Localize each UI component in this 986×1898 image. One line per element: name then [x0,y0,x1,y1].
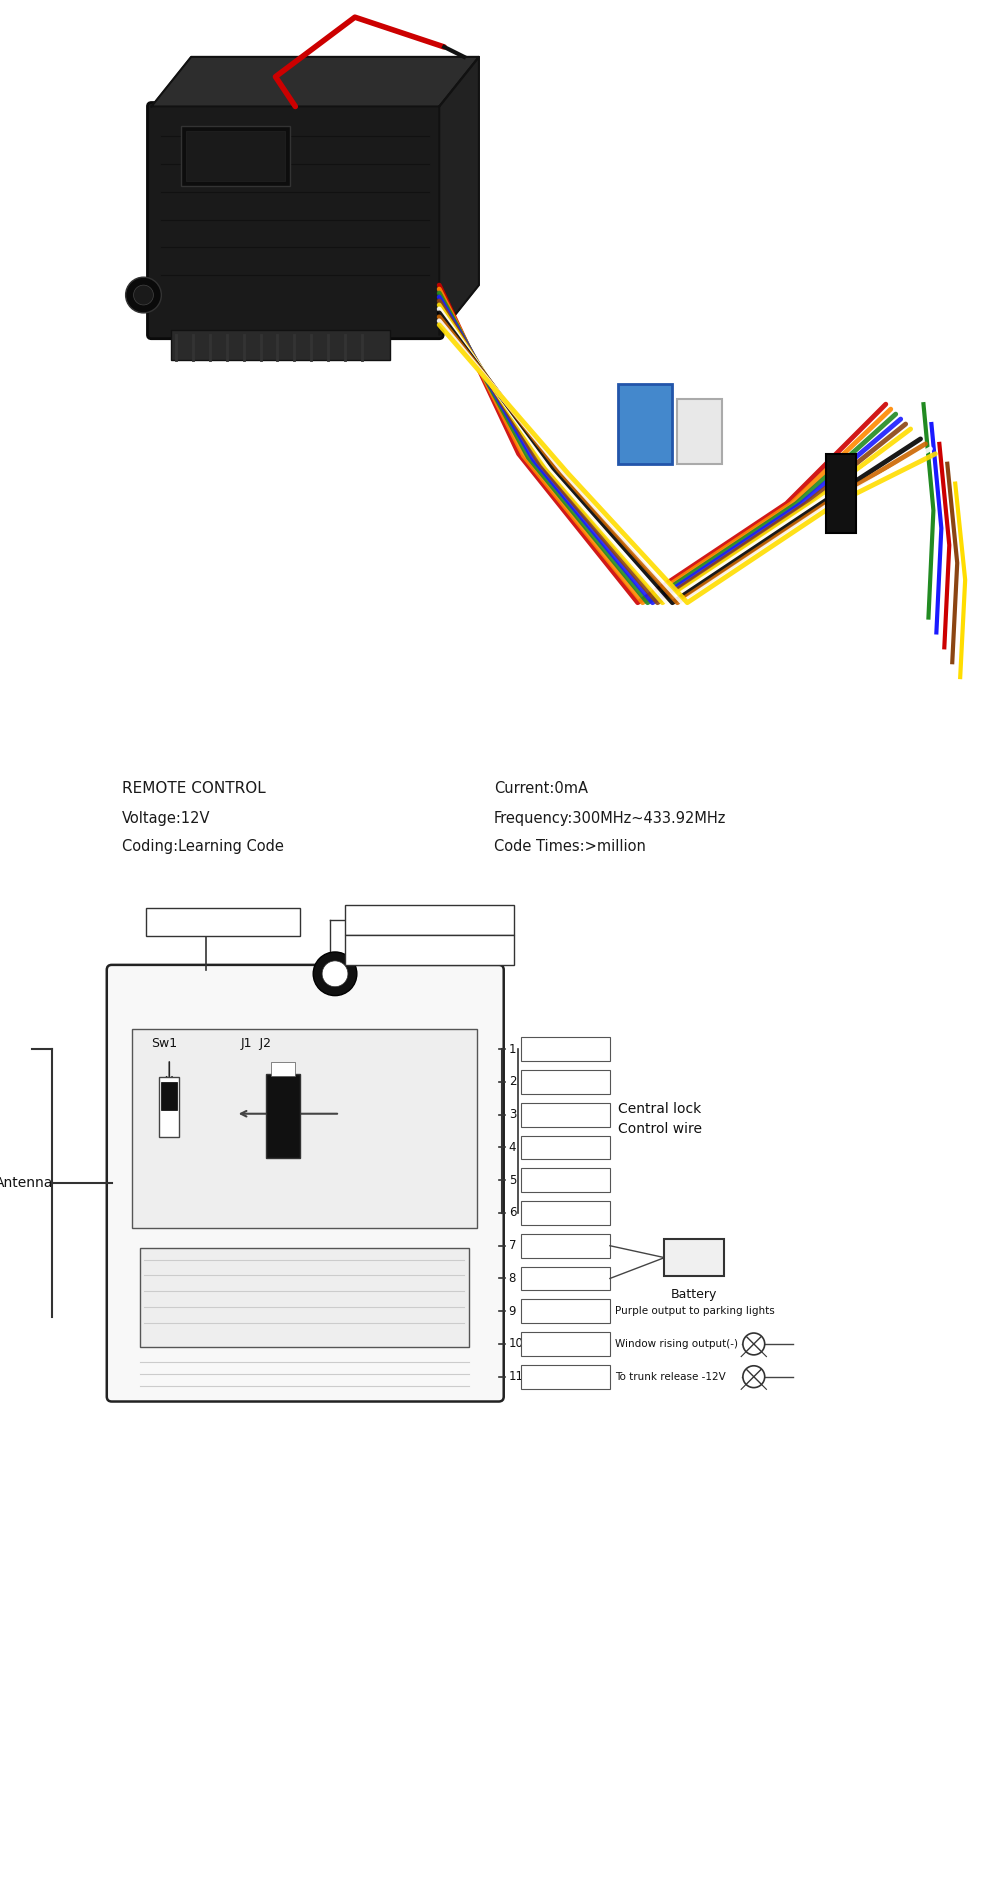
Bar [131,1029,476,1228]
Bar [520,1332,609,1355]
Bar [520,1169,609,1192]
Bar [344,936,513,964]
Text: J1  J2: J1 J2 [241,1038,271,1050]
Text: 11: 11 [508,1370,524,1384]
Text: REMOTE CONTROL: REMOTE CONTROL [121,782,265,797]
Text: 5: 5 [508,1173,516,1186]
Text: Black: Black [550,1274,579,1283]
Text: Sw1: Sw1 [151,1038,177,1050]
FancyBboxPatch shape [147,102,443,338]
Text: J1:Electric lock: J1:Electric lock [350,913,441,926]
Text: Battery: Battery [670,1289,717,1302]
Text: Green: Green [549,1338,581,1349]
Text: Blue: Blue [553,1372,576,1382]
Text: 3: 3 [508,1108,516,1122]
Bar [520,1234,609,1258]
Text: +: + [666,1251,677,1264]
Text: 9: 9 [508,1304,516,1317]
Bar [617,385,671,463]
Bar [161,1082,177,1110]
Text: 10: 10 [508,1338,523,1351]
Text: Yellow/Black: Yellow/Black [532,1207,597,1219]
Text: 8: 8 [508,1272,516,1285]
Bar [520,1365,609,1389]
Bar [664,1239,724,1277]
Bar [520,1070,609,1093]
Bar [520,1038,609,1061]
Bar [172,330,389,359]
Text: Code Times:>million: Code Times:>million [493,839,645,854]
Polygon shape [439,57,478,334]
Bar [139,1247,468,1348]
Text: Orange/Black: Orange/Black [529,1143,599,1152]
Text: Black: Black [550,1241,579,1251]
Text: 2: 2 [508,1076,516,1088]
Text: Current:0mA: Current:0mA [493,782,588,797]
Text: Central lock
Control wire: Central lock Control wire [617,1103,701,1137]
Bar [520,1300,609,1323]
Bar [344,905,513,936]
Text: 1: 1 [508,1042,516,1055]
Text: Window rising output(-): Window rising output(-) [614,1338,738,1349]
Circle shape [742,1367,764,1387]
Text: Learning Button: Learning Button [174,915,273,928]
Bar [186,131,285,180]
Text: Antenna: Antenna [0,1177,53,1190]
Bar [520,1103,609,1127]
Circle shape [742,1332,764,1355]
FancyBboxPatch shape [106,964,503,1401]
Text: To trunk release -12V: To trunk release -12V [614,1372,725,1382]
Bar [181,127,290,186]
Bar [146,909,300,936]
Bar [520,1266,609,1291]
Polygon shape [151,57,478,106]
Bar [270,1063,295,1076]
Text: Yellow: Yellow [548,1110,581,1120]
Circle shape [313,953,357,996]
Text: White/Black: White/Black [533,1175,596,1184]
Text: Voltage:12V: Voltage:12V [121,810,210,826]
Bar [520,1135,609,1160]
Text: Orange: Orange [545,1044,584,1053]
Circle shape [321,960,348,987]
Text: Purple output to parking lights: Purple output to parking lights [614,1306,774,1315]
Text: 7: 7 [508,1239,516,1253]
Text: White: White [549,1076,580,1088]
Text: 4: 4 [508,1141,516,1154]
Circle shape [125,277,161,313]
Bar [520,1201,609,1224]
Bar [825,454,855,533]
Text: Brown: Brown [548,1306,581,1315]
Text: Coding:Learning Code: Coding:Learning Code [121,839,283,854]
Text: J2:Pneumatic lock: J2:Pneumatic lock [350,943,460,957]
Circle shape [133,285,153,306]
Text: Frequency:300MHz~433.92MHz: Frequency:300MHz~433.92MHz [493,810,726,826]
Text: -: - [713,1251,718,1264]
Text: 6: 6 [508,1207,516,1220]
Bar [676,399,722,463]
Bar [159,1076,179,1137]
Bar [265,1074,300,1158]
